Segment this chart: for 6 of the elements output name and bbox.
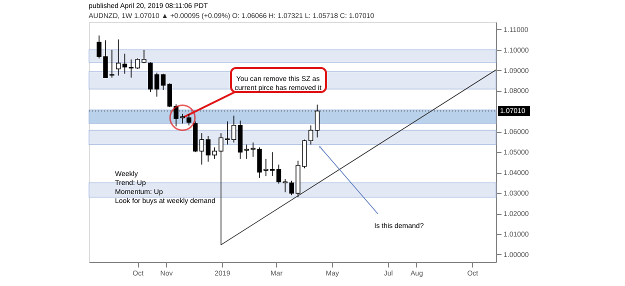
candlestick [276, 164, 282, 184]
candlestick [116, 38, 121, 76]
candlestick [314, 104, 320, 138]
candlestick [160, 73, 166, 90]
candlestick [199, 132, 204, 166]
candlestick [122, 53, 128, 74]
